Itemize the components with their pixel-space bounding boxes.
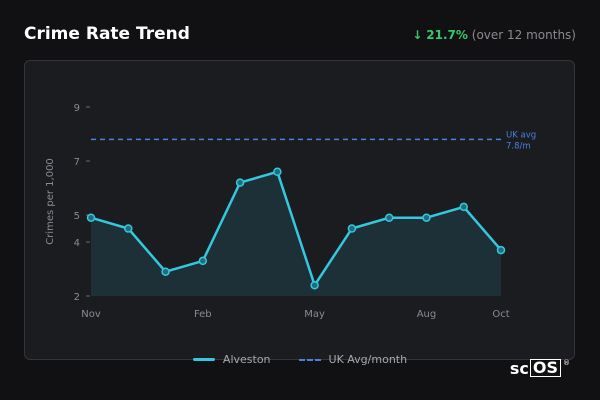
reference-label-line1: UK avg [506, 130, 536, 140]
down-arrow-icon: ↓ [412, 28, 423, 42]
data-point [86, 213, 96, 222]
brand-registered-mark: ® [563, 359, 570, 367]
legend-item-series[interactable]: Alveston [192, 353, 271, 366]
y-tick-label: 9 [74, 103, 80, 114]
chart-legend: Alveston UK Avg/month [0, 353, 600, 366]
data-point [496, 245, 506, 255]
x-tick-label: Feb [194, 309, 212, 320]
brand-logo: sc OS ® [510, 359, 570, 378]
series-area [91, 171, 501, 296]
x-tick-label: Aug [417, 309, 437, 320]
data-point [235, 178, 245, 187]
series-line [90, 170, 502, 287]
reference-swatch [298, 358, 321, 361]
data-point [347, 224, 357, 233]
data-point [422, 213, 431, 222]
brand-boxed: OS [529, 359, 561, 377]
series-swatch [192, 358, 215, 361]
data-point [459, 202, 468, 212]
page-title: Crime Rate Trend [24, 24, 190, 44]
legend-series-label: Alveston [222, 353, 271, 366]
change-indicator: ↓ 21.7% (over 12 months) [412, 28, 576, 42]
y-tick-label: 2 [74, 292, 80, 303]
legend-item-reference[interactable]: UK Avg/month [298, 353, 408, 366]
x-tick-label: Nov [81, 309, 101, 320]
x-tick-label: May [304, 309, 325, 320]
data-point [124, 224, 133, 233]
reference-label-line2: 7.8/m [506, 141, 531, 151]
change-period: (over 12 months) [471, 28, 576, 42]
y-axis-label: Crimes per 1,000 [45, 158, 56, 245]
data-point [310, 280, 319, 290]
y-tick-label: 5 [74, 211, 80, 222]
brand-prefix: sc [509, 359, 529, 378]
legend-reference-label: UK Avg/month [328, 353, 408, 366]
data-point [161, 267, 170, 276]
chart-panel [24, 60, 575, 360]
data-point [198, 256, 208, 266]
data-point [384, 213, 394, 222]
data-point [273, 167, 282, 177]
x-tick-label: Oct [492, 309, 509, 320]
change-value: 21.7% [426, 28, 468, 42]
y-tick-label: 7 [74, 157, 80, 168]
y-tick-label: 4 [74, 238, 80, 249]
